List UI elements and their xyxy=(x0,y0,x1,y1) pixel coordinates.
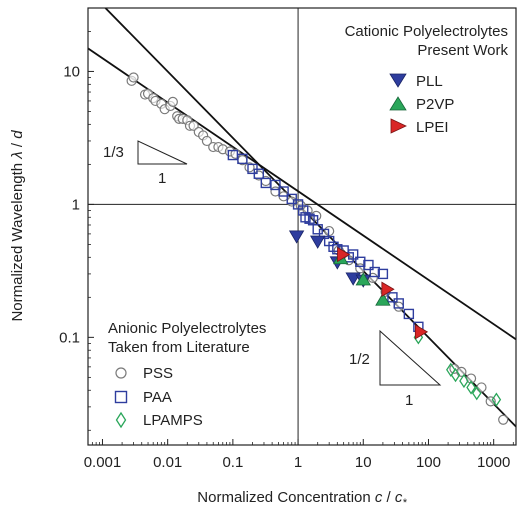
x-axis-title: Normalized Concentration c / c* xyxy=(197,489,407,509)
slope-half-den: 1 xyxy=(405,392,413,409)
legend-paa-marker xyxy=(114,390,128,404)
pss-point xyxy=(286,196,297,207)
paa-point xyxy=(278,186,289,197)
lpamps-point xyxy=(459,373,469,389)
lpei-point xyxy=(337,246,351,263)
cationic-heading-line2: Present Work xyxy=(417,42,508,59)
pss-point xyxy=(201,135,213,147)
slope-third-num: 1/3 xyxy=(103,144,124,161)
x-tick-label: 0.01 xyxy=(153,454,182,471)
paa-point xyxy=(377,268,389,280)
lpamps-point xyxy=(471,386,482,401)
pll-point xyxy=(310,235,326,249)
paa-point xyxy=(369,266,380,278)
slope-triangle-third: 1/3 1 xyxy=(103,140,188,187)
legend-p2vp-marker xyxy=(389,96,407,111)
paa-point xyxy=(253,168,265,179)
legend-cationic: PLL P2VP LPEI xyxy=(389,73,454,136)
legend-pss-marker xyxy=(115,367,127,379)
pss-point xyxy=(128,72,139,83)
paa-point xyxy=(393,298,404,309)
legend-pll-marker xyxy=(389,73,407,88)
p2vp-point xyxy=(375,292,391,306)
fit-line-1 xyxy=(88,47,516,341)
anionic-heading-line1: Anionic Polyelectrolytes xyxy=(108,320,266,337)
paa-point xyxy=(304,213,315,224)
y-tick-label: 1 xyxy=(72,196,80,213)
legend-paa-label: PAA xyxy=(143,389,172,406)
legend-p2vp-label: P2VP xyxy=(416,96,454,113)
x-tick-label: 1000 xyxy=(477,454,510,471)
paa-point xyxy=(286,193,297,205)
x-tick-label: 0.1 xyxy=(222,454,243,471)
legend-lpei-label: LPEI xyxy=(416,119,449,136)
paa-point xyxy=(270,179,281,191)
plot-frame xyxy=(87,7,517,446)
paa-point xyxy=(355,256,366,268)
pss-point xyxy=(167,96,178,108)
slope-triangle-half-shape xyxy=(379,329,442,386)
legend-anionic: PSS PAA LPAMPS xyxy=(114,365,203,429)
x-tick-label: 10 xyxy=(355,454,372,471)
lpamps-point xyxy=(466,380,476,395)
pss-point xyxy=(498,414,509,425)
lpei-point xyxy=(381,281,395,297)
cationic-heading-line1: Cationic Polyelectrolytes xyxy=(345,23,508,40)
data-points xyxy=(126,72,509,425)
lpamps-point xyxy=(450,367,461,383)
paa-point xyxy=(387,292,398,303)
slope-third-den: 1 xyxy=(158,170,166,187)
lpei-point xyxy=(414,324,429,340)
pss-point xyxy=(244,162,255,173)
p2vp-point xyxy=(355,272,371,286)
paa-point xyxy=(298,205,309,216)
slope-half-num: 1/2 xyxy=(349,351,370,368)
legend-lpei-marker xyxy=(390,118,407,134)
anionic-heading-line2: Taken from Literature xyxy=(108,339,250,356)
paa-point xyxy=(403,308,415,320)
legend-pll-label: PLL xyxy=(416,73,443,90)
legend-lpamps-label: LPAMPS xyxy=(143,412,203,429)
x-tick-label: 100 xyxy=(416,454,441,471)
axis-ticks: 0.001 0.01 0.1 1 10 100 1000 0.1 1 10 xyxy=(59,31,514,471)
legend-pss-label: PSS xyxy=(143,365,173,382)
legend-lpamps-marker xyxy=(115,411,127,429)
paa-point xyxy=(237,153,248,165)
pss-point xyxy=(393,301,404,312)
paa-point xyxy=(328,241,339,252)
y-tick-label: 10 xyxy=(63,63,80,80)
slope-triangle-half: 1/2 1 xyxy=(349,329,442,409)
y-axis-title: Normalized Wavelength λ / d xyxy=(9,130,26,322)
paa-point xyxy=(363,259,374,271)
x-tick-label: 0.001 xyxy=(84,454,122,471)
lpamps-point xyxy=(491,392,502,407)
pll-point xyxy=(288,230,305,244)
lpamps-point xyxy=(446,362,456,377)
x-tick-label: 1 xyxy=(294,454,302,471)
slope-triangle-third-shape xyxy=(137,140,188,165)
y-tick-label: 0.1 xyxy=(59,329,80,346)
